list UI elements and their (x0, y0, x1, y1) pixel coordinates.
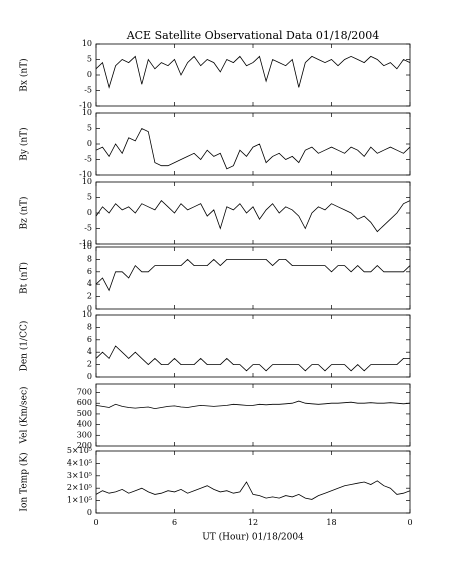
y-tick-label: 300 (77, 430, 92, 439)
y-tick-label: 0 (87, 508, 92, 517)
y-tick-label: 8 (87, 254, 92, 263)
y-tick-label: -10 (79, 170, 92, 179)
data-line (95, 345, 410, 372)
y-tick-label: -10 (79, 101, 92, 110)
y-tick-label: -10 (79, 239, 92, 248)
y-tick-label: 600 (77, 398, 92, 407)
y-tick-label: 10 (82, 177, 92, 186)
y-axis-label: Bt (nT) (19, 262, 30, 294)
y-tick-label: 10 (82, 39, 92, 48)
x-axis-label: UT (Hour) 01/18/2004 (202, 532, 304, 543)
x-tick-label: 18 (326, 518, 336, 527)
y-tick-label: 0 (87, 70, 92, 79)
y-axis-label: Bx (nT) (19, 58, 30, 91)
y-tick-label: -5 (84, 155, 92, 164)
y-axis-label: Ion Temp (K) (19, 452, 30, 511)
y-tick-label: 0 (87, 208, 92, 217)
y-tick-label: 5 (87, 55, 92, 64)
y-tick-label: 2×10⁵ (67, 483, 92, 492)
y-tick-label: 0 (87, 304, 92, 313)
y-tick-label: 200 (77, 441, 92, 450)
data-line (95, 127, 411, 170)
y-tick-label: -5 (84, 86, 92, 95)
y-tick-label: 4 (87, 347, 92, 356)
y-tick-label: 10 (82, 108, 92, 117)
panel-frame (95, 383, 411, 447)
y-tick-label: 5×10⁵ (67, 446, 92, 455)
data-line (95, 258, 411, 292)
y-tick-label: 4 (87, 279, 92, 288)
panel-frame (95, 43, 411, 107)
chart-title: ACE Satellite Observational Data 01/18/2… (126, 29, 380, 42)
y-tick-label: 10 (82, 242, 92, 251)
y-axis-label: Den (1/CC) (19, 321, 30, 372)
y-tick-label: 6 (87, 335, 92, 344)
y-tick-label: 0 (87, 139, 92, 148)
y-tick-label: 500 (77, 409, 92, 418)
panel-frame (95, 181, 411, 245)
panel-frame (95, 314, 411, 378)
x-tick-label: 12 (248, 518, 258, 527)
y-tick-label: 10 (82, 310, 92, 319)
y-tick-label: 6 (87, 267, 92, 276)
x-tick-label: 0 (407, 518, 412, 527)
data-line (95, 199, 411, 233)
y-tick-label: -5 (84, 224, 92, 233)
y-tick-label: 4×10⁵ (67, 458, 92, 467)
data-line (95, 55, 411, 89)
y-tick-label: 0 (87, 372, 92, 381)
y-tick-label: 1×10⁵ (67, 496, 92, 505)
x-tick-label: 6 (172, 518, 177, 527)
y-tick-label: 8 (87, 322, 92, 331)
y-tick-label: 2 (87, 360, 92, 369)
y-axis-label: Vel (Km/sec) (19, 386, 30, 444)
y-tick-label: 700 (77, 388, 92, 397)
x-tick-label: 0 (93, 518, 98, 527)
panel-frame (95, 246, 411, 310)
y-axis-label: By (nT) (19, 127, 30, 160)
y-tick-label: 5 (87, 124, 92, 133)
data-line (95, 480, 411, 500)
data-line (95, 400, 411, 410)
y-axis-label: Bz (nT) (19, 196, 30, 229)
y-tick-label: 2 (87, 292, 92, 301)
y-tick-label: 400 (77, 420, 92, 429)
panel-frame (95, 112, 411, 176)
y-tick-label: 5 (87, 193, 92, 202)
y-tick-label: 3×10⁵ (67, 471, 92, 480)
